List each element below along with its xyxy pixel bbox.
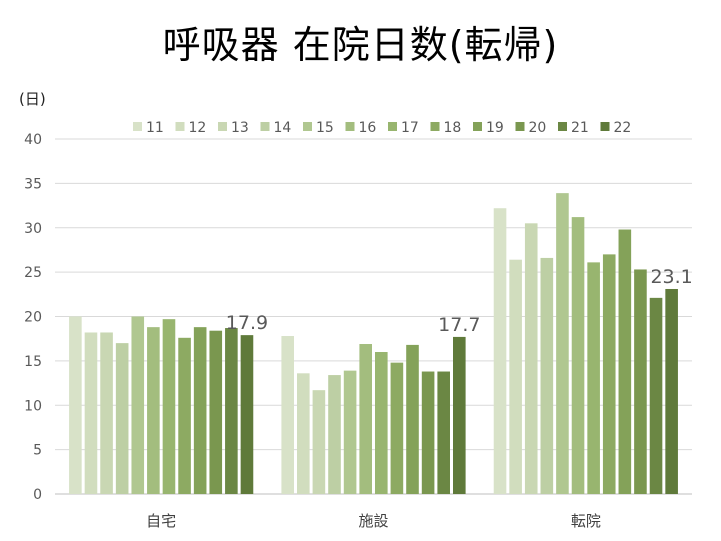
bar-20-2 [634, 269, 647, 494]
data-label: 17.9 [226, 312, 268, 334]
bar-14-2 [540, 257, 554, 494]
bar-12-2 [509, 259, 522, 494]
bar-21-2 [649, 297, 663, 494]
legend-label: 22 [614, 120, 632, 136]
bar-11-0 [69, 316, 82, 494]
legend-label: 13 [231, 120, 249, 136]
y-tick-label: 35 [24, 176, 42, 192]
bar-17-1 [375, 352, 388, 494]
y-tick-label: 0 [33, 487, 42, 503]
bar-19-1 [406, 344, 419, 494]
y-tick-label: 15 [24, 354, 42, 370]
legend-label: 15 [316, 120, 334, 136]
legend-swatch [260, 122, 270, 131]
y-tick-label: 40 [24, 132, 42, 148]
bars [69, 193, 678, 494]
bar-22-1 [453, 336, 466, 494]
bar-12-0 [84, 332, 98, 494]
legend-swatch [218, 122, 227, 131]
legend-label: 18 [444, 120, 462, 136]
bar-18-0 [178, 337, 191, 494]
category-labels: 自宅 施設 転院 [146, 512, 601, 530]
legend-swatch [345, 122, 355, 131]
bar-12-1 [297, 373, 310, 494]
data-label: 23.1 [650, 266, 692, 288]
y-axis-ticks: 0 5 10 15 20 25 30 35 40 [24, 132, 42, 503]
bar-22-0 [240, 335, 254, 494]
legend-swatch [558, 122, 567, 131]
bar-18-1 [390, 362, 404, 494]
legend-label: 16 [359, 120, 377, 136]
y-tick-label: 30 [24, 221, 42, 237]
bar-17-0 [162, 319, 176, 494]
legend-swatch [430, 122, 440, 131]
gridlines [55, 138, 692, 495]
y-tick-label: 25 [24, 265, 42, 281]
y-tick-label: 20 [24, 310, 42, 326]
legend-swatch [515, 122, 525, 131]
bar-21-0 [225, 328, 238, 494]
data-labels: 17.9 17.7 23.1 [226, 266, 693, 336]
legend-swatch [175, 122, 185, 131]
y-tick-label: 10 [24, 398, 42, 414]
bar-16-0 [147, 327, 160, 494]
bar-19-0 [193, 327, 207, 494]
bar-15-1 [343, 370, 357, 494]
legend-label: 12 [189, 120, 207, 136]
bar-16-1 [359, 344, 372, 494]
bar-21-1 [437, 371, 450, 494]
legend-swatch [600, 122, 610, 131]
bar-22-2 [665, 288, 678, 494]
bar-15-0 [131, 316, 145, 494]
legend-label: 21 [571, 120, 589, 136]
bar-11-2 [493, 208, 507, 494]
chart-title: 呼吸器 在院日数(転帰) [162, 23, 559, 67]
bar-20-0 [209, 330, 223, 494]
y-tick-label: 5 [33, 443, 42, 459]
category-label: 転院 [571, 512, 601, 530]
bar-16-2 [571, 217, 585, 494]
bar-11-1 [281, 336, 294, 494]
legend-label: 20 [529, 120, 547, 136]
bar-14-1 [328, 375, 341, 494]
bar-20-1 [421, 371, 435, 494]
legend-swatch [133, 122, 142, 131]
bar-18-2 [602, 254, 616, 494]
bar-14-0 [115, 343, 129, 494]
bar-13-2 [524, 223, 538, 494]
y-axis-unit-label: (日) [19, 90, 46, 108]
category-label: 施設 [358, 512, 388, 530]
bar-15-2 [556, 193, 569, 494]
bar-13-0 [100, 332, 113, 494]
legend-swatch [388, 122, 397, 131]
bar-13-1 [312, 390, 326, 494]
legend-swatch [303, 122, 312, 131]
data-label: 17.7 [438, 314, 480, 336]
category-label: 自宅 [146, 512, 176, 530]
legend-label: 17 [401, 120, 419, 136]
legend-label: 19 [486, 120, 504, 136]
legend-label: 11 [146, 120, 164, 136]
legend-swatch [473, 122, 482, 131]
legend-label: 14 [274, 120, 292, 136]
bar-17-2 [587, 262, 600, 494]
bar-19-2 [618, 229, 632, 494]
legend: 11 12 13 14 15 16 17 18 19 20 21 22 [133, 120, 631, 136]
